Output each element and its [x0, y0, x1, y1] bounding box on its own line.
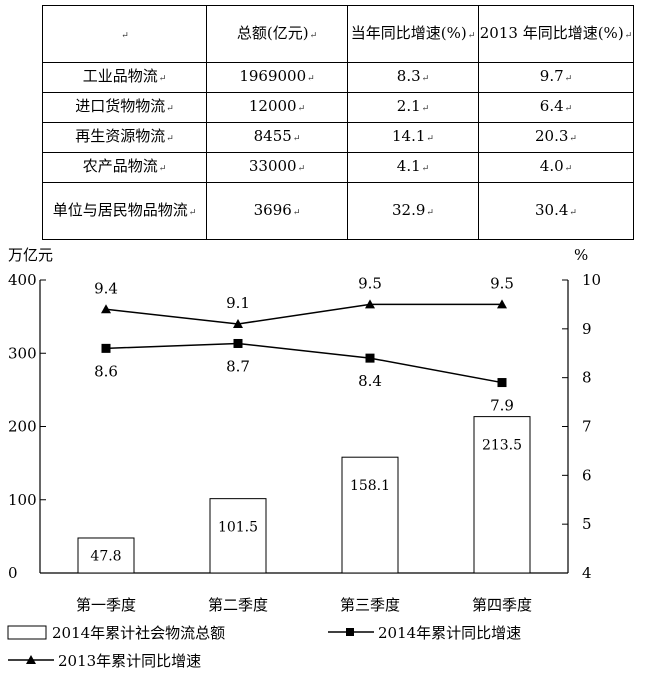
triangle-point-label: 9.1 [226, 294, 250, 312]
legend-bar-label: 2014年累计社会物流总额 [52, 624, 225, 642]
bar [209, 498, 267, 574]
row-total: 12000↵ [206, 92, 348, 123]
category-label: 第三季度 [340, 596, 400, 614]
right-tick-label: 7 [582, 418, 592, 436]
right-tick-label: 9 [582, 320, 592, 338]
left-tick-label: 0 [8, 564, 18, 582]
bar-value-label: 101.5 [218, 520, 258, 536]
table-row: 单位与居民物品物流↵ 3696↵ 32.9↵ 30.4↵ [42, 182, 634, 240]
table-row: 农产品物流↵ 33000↵ 4.1↵ 4.0↵ [42, 152, 634, 183]
legend-square-marker [346, 628, 354, 636]
series-line [105, 303, 502, 325]
header-cell-empty: ↵ [42, 5, 207, 63]
square-point-label: 8.7 [226, 357, 250, 375]
category-label: 第二季度 [208, 596, 268, 614]
row-name: 工业品物流↵ [42, 62, 207, 93]
square-marker [233, 338, 243, 348]
category-labels: 第一季度 第二季度 第三季度 第四季度 [76, 596, 532, 614]
row-name: 进口货物物流↵ [42, 92, 207, 123]
row-2013-growth: 20.3↵ [478, 122, 634, 153]
left-tick-label: 300 [8, 344, 37, 362]
data-table-container: ↵ 总额(亿元)↵ 当年同比增速(%)↵ 2013 年同比增速(%)↵ 工业品物… [42, 5, 634, 240]
row-current-growth: 14.1↵ [347, 122, 479, 153]
triangle-marker [497, 299, 507, 309]
table-row: 进口货物物流↵ 12000↵ 2.1↵ 6.4↵ [42, 92, 634, 123]
right-axis-unit: % [574, 246, 588, 264]
row-name: 农产品物流↵ [42, 152, 207, 183]
right-tick-label: 8 [582, 369, 592, 387]
header-cell-current-growth: 当年同比增速(%)↵ [347, 5, 479, 63]
bar-value-label: 47.8 [90, 548, 121, 564]
bar [77, 537, 135, 574]
square-marker [497, 378, 507, 388]
left-tick-label: 100 [8, 491, 37, 509]
row-current-growth: 8.3↵ [347, 62, 479, 93]
category-label: 第四季度 [472, 596, 532, 614]
triangle-point-label: 9.5 [358, 274, 382, 292]
triangle-point-label: 9.4 [94, 279, 118, 297]
square-point-label: 8.4 [358, 372, 382, 390]
left-axis-unit: 万亿元 [8, 246, 53, 264]
right-tick-label: 6 [582, 466, 592, 484]
table-row: 再生资源物流↵ 8455↵ 14.1↵ 20.3↵ [42, 122, 634, 153]
line-series: 8.6 8.7 8.4 7.9 9.4 9.1 9.5 9.5 [94, 274, 514, 414]
legend-square-label: 2014年累计同比增速 [378, 624, 521, 642]
right-tick-label: 5 [582, 515, 592, 533]
category-label: 第一季度 [76, 596, 136, 614]
square-point-label: 8.6 [94, 362, 118, 380]
row-total: 3696↵ [206, 182, 348, 240]
legend-bar-swatch [7, 625, 47, 640]
triangle-point-label: 9.5 [490, 274, 514, 292]
square-marker [101, 343, 111, 353]
left-tick-label: 200 [8, 418, 37, 436]
left-axis-ticks: 0 100 200 300 400 [8, 271, 46, 582]
legend: 2014年累计社会物流总额 2014年累计同比增速 2013年累计同比增速 [7, 624, 521, 670]
bar-series: 47.8 101.5 158.1 213.5 [77, 416, 531, 574]
triangle-marker [365, 299, 375, 309]
row-current-growth: 2.1↵ [347, 92, 479, 123]
square-point-label: 7.9 [490, 397, 514, 415]
left-tick-label: 400 [8, 271, 37, 289]
legend-triangle-marker [26, 655, 36, 664]
bar-value-label: 213.5 [482, 438, 522, 454]
row-2013-growth: 30.4↵ [478, 182, 634, 240]
row-2013-growth: 6.4↵ [478, 92, 634, 123]
square-marker [365, 353, 375, 363]
logistics-table: ↵ 总额(亿元)↵ 当年同比增速(%)↵ 2013 年同比增速(%)↵ 工业品物… [42, 5, 634, 240]
right-tick-label: 4 [582, 564, 592, 582]
right-tick-label: 10 [582, 271, 601, 289]
row-current-growth: 4.1↵ [347, 152, 479, 183]
bar [341, 456, 399, 574]
header-cell-total: 总额(亿元)↵ [206, 5, 348, 63]
combo-chart: 万亿元 % 0 100 200 300 400 4 5 6 7 8 9 10 47.8 101.5 15… [7, 246, 601, 670]
row-total: 8455↵ [206, 122, 348, 153]
triangle-marker [233, 318, 243, 328]
right-axis-ticks: 4 5 6 7 8 9 10 [562, 271, 601, 582]
row-total: 33000↵ [206, 152, 348, 183]
legend-triangle-label: 2013年累计同比增速 [58, 652, 201, 670]
row-2013-growth: 9.7↵ [478, 62, 634, 93]
row-name: 再生资源物流↵ [42, 122, 207, 153]
table-row: 工业品物流↵ 1969000↵ 8.3↵ 9.7↵ [42, 62, 634, 93]
series-line [105, 342, 503, 384]
row-name: 单位与居民物品物流↵ [42, 182, 207, 240]
row-2013-growth: 4.0↵ [478, 152, 634, 183]
bar [473, 416, 531, 574]
row-current-growth: 32.9↵ [347, 182, 479, 240]
bar-value-label: 158.1 [350, 478, 390, 494]
table-header-row: ↵ 总额(亿元)↵ 当年同比增速(%)↵ 2013 年同比增速(%)↵ [42, 5, 634, 63]
row-total: 1969000↵ [206, 62, 348, 93]
triangle-marker [101, 304, 111, 314]
header-cell-2013-growth: 2013 年同比增速(%)↵ [478, 5, 634, 63]
